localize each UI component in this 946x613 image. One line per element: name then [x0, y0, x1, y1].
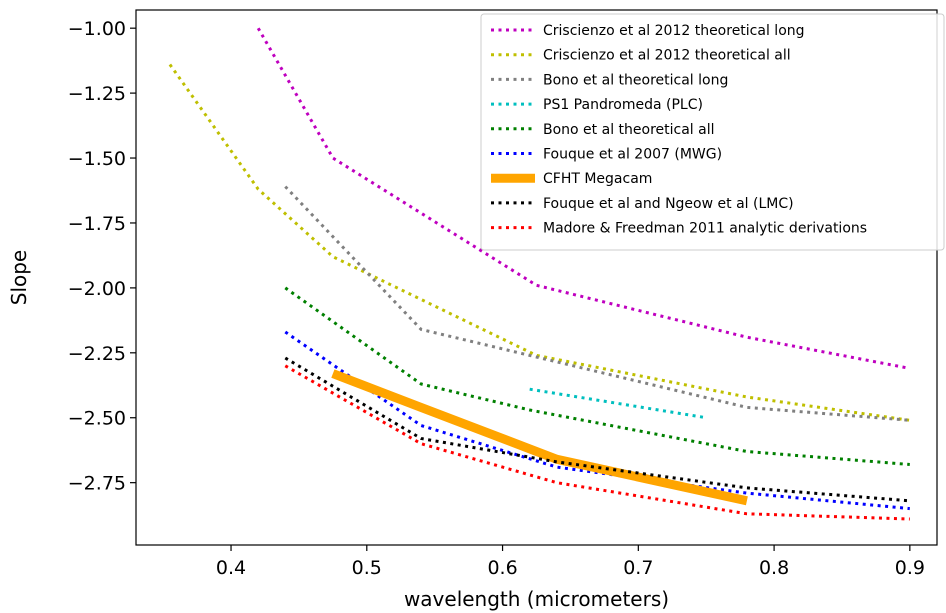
- legend-label-5: Fouque et al 2007 (MWG): [543, 147, 722, 163]
- series-line-2: [284, 185, 910, 422]
- series-layer: [168, 27, 911, 521]
- series-line-4: [284, 286, 910, 466]
- series-line-1: [168, 63, 911, 422]
- legend-label-1: Criscienzo et al 2012 theoretical all: [543, 48, 791, 64]
- y-tick-label: −2.50: [68, 408, 126, 430]
- x-tick-label: 0.5: [352, 557, 382, 579]
- y-tick-label: −2.25: [68, 343, 126, 365]
- legend-label-6: CFHT Megacam: [543, 171, 652, 187]
- y-tick-label: −1.00: [68, 18, 126, 40]
- plot-frame: [135, 9, 938, 546]
- x-tick-label: 0.8: [759, 557, 789, 579]
- legend-label-7: Fouque et al and Ngeow et al (LMC): [543, 196, 794, 212]
- legend-label-2: Bono et al theoretical long: [543, 72, 728, 88]
- series-line-0: [256, 27, 911, 370]
- series-line-7: [284, 356, 910, 503]
- series-line-5: [284, 330, 910, 511]
- legend: Criscienzo et al 2012 theoretical long Cr…: [480, 13, 945, 251]
- legend-label-4: Bono et al theoretical all: [543, 122, 715, 138]
- x-tick-label: 0.6: [487, 557, 517, 579]
- x-tick-label: 0.9: [895, 557, 925, 579]
- x-tick-label: 0.7: [623, 557, 653, 579]
- y-tick-label: −1.25: [68, 83, 126, 105]
- x-tick-label: 0.4: [216, 557, 246, 579]
- series-line-3: [529, 387, 707, 420]
- y-tick-label: −1.75: [68, 213, 126, 235]
- legend-label-3: PS1 Pandromeda (PLC): [543, 97, 703, 113]
- legend-label-8: Madore & Freedman 2011 analytic derivati…: [543, 221, 867, 237]
- x-axis-label: wavelength (micrometers): [404, 587, 669, 611]
- y-axis-label: Slope: [7, 250, 31, 306]
- x-axis: 0.4 0.5 0.6 0.7 0.8 0.9: [216, 545, 925, 579]
- y-tick-label: −2.75: [68, 473, 126, 495]
- y-tick-label: −2.00: [68, 278, 126, 300]
- legend-label-0: Criscienzo et al 2012 theoretical long: [543, 23, 805, 39]
- legend-box: [480, 13, 945, 251]
- y-tick-label: −1.50: [68, 148, 126, 170]
- y-axis: −1.00 −1.25 −1.50 −1.75 −2.00 −2.25 −2.50 −2.75: [68, 18, 136, 495]
- series-line-6: [331, 369, 748, 506]
